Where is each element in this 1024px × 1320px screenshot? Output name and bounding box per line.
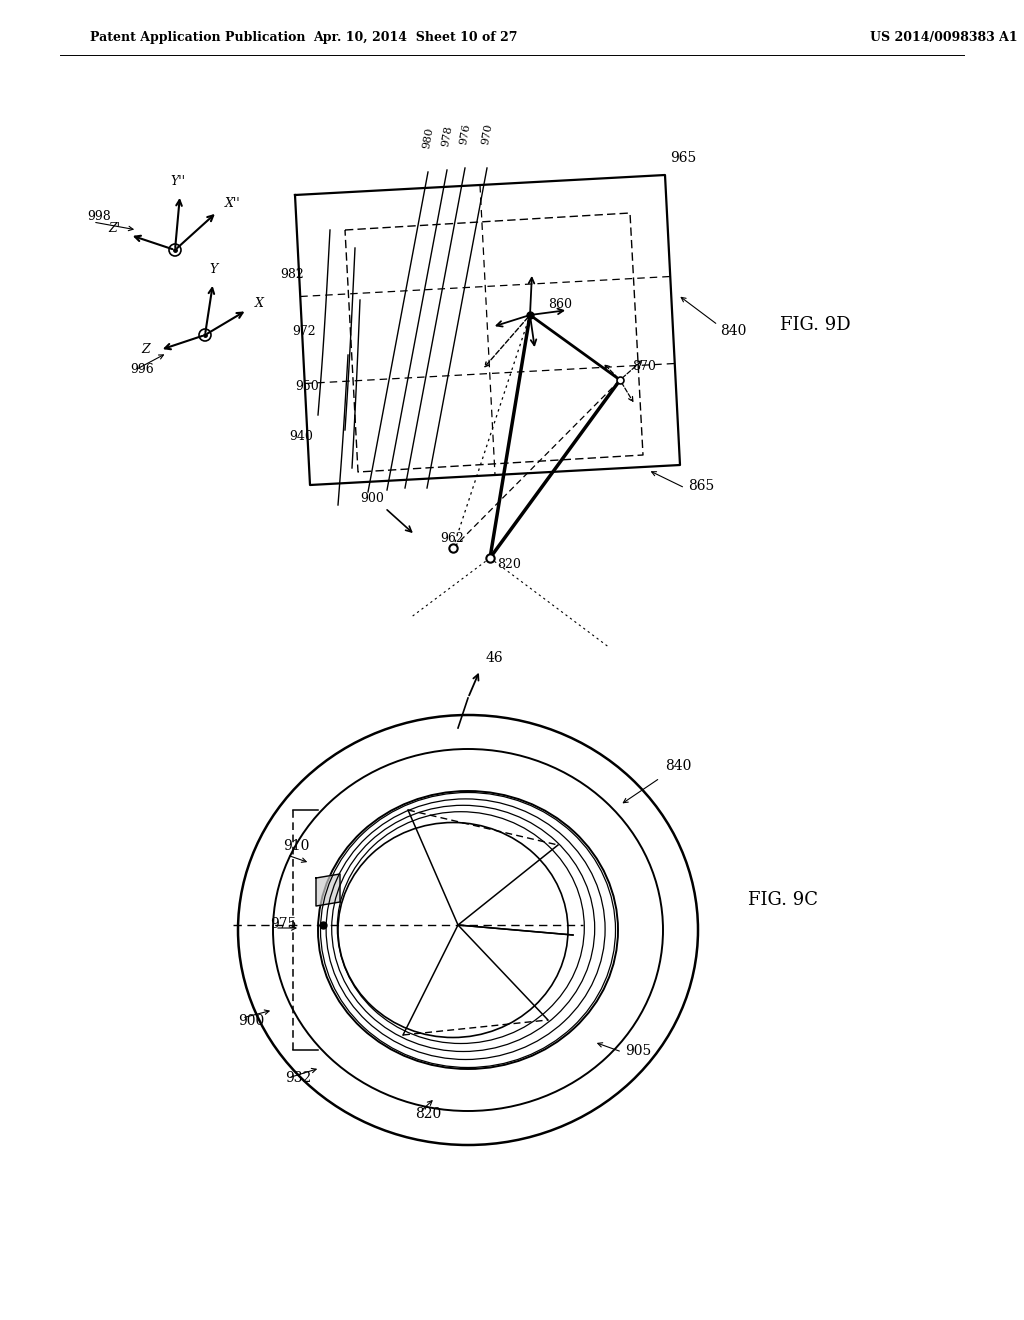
Text: Z': Z'	[108, 222, 120, 235]
Text: 905: 905	[625, 1044, 651, 1059]
Text: 950: 950	[295, 380, 318, 393]
Text: X'': X''	[225, 197, 241, 210]
Text: FIG. 9D: FIG. 9D	[780, 315, 851, 334]
Text: 998: 998	[87, 210, 111, 223]
Text: 940: 940	[289, 430, 313, 444]
Text: 972: 972	[292, 325, 315, 338]
Text: 980: 980	[421, 127, 435, 149]
Text: Patent Application Publication: Patent Application Publication	[90, 30, 305, 44]
Text: 840: 840	[665, 759, 691, 774]
Text: 996: 996	[130, 363, 154, 376]
Text: 962: 962	[440, 532, 464, 545]
Text: 932: 932	[285, 1071, 311, 1085]
Text: 900: 900	[360, 492, 384, 506]
Text: 970: 970	[480, 123, 494, 145]
Text: 978: 978	[440, 124, 454, 147]
Text: 965: 965	[670, 150, 696, 165]
Text: Apr. 10, 2014  Sheet 10 of 27: Apr. 10, 2014 Sheet 10 of 27	[312, 30, 517, 44]
Text: US 2014/0098383 A1: US 2014/0098383 A1	[870, 30, 1018, 44]
Text: 865: 865	[688, 479, 715, 492]
Text: 976: 976	[458, 123, 472, 145]
Text: Y: Y	[209, 263, 217, 276]
Text: 982: 982	[280, 268, 304, 281]
Text: FIG. 9C: FIG. 9C	[748, 891, 818, 909]
Text: 870: 870	[632, 360, 656, 374]
Polygon shape	[316, 874, 340, 906]
Text: 860: 860	[548, 298, 572, 312]
Text: 900: 900	[238, 1014, 264, 1028]
Text: 975: 975	[270, 917, 296, 931]
Text: X: X	[255, 297, 264, 310]
Text: 910: 910	[283, 840, 309, 853]
Text: 820: 820	[497, 558, 521, 572]
Text: 820: 820	[415, 1107, 441, 1121]
Text: Z: Z	[141, 343, 150, 356]
Text: 46: 46	[486, 651, 504, 665]
Text: Y'': Y''	[171, 176, 185, 187]
Text: 840: 840	[720, 323, 746, 338]
